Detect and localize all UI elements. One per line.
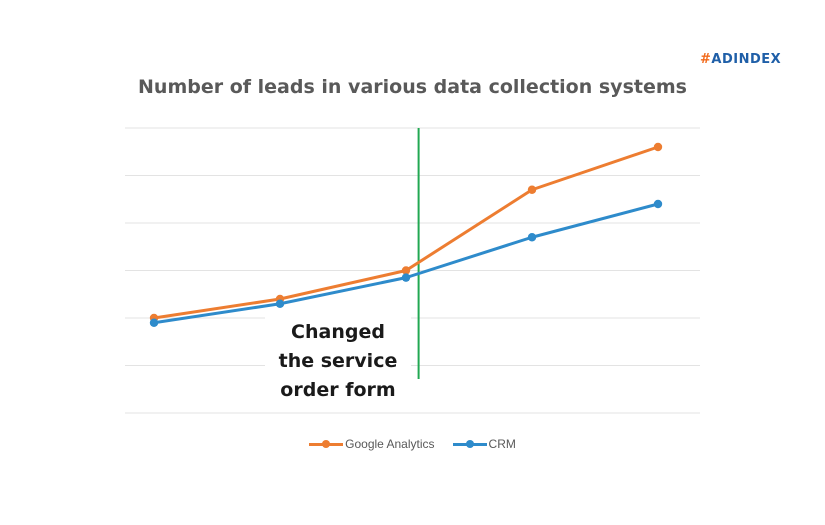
data-point-google-analytics (653, 142, 663, 152)
data-point-crm (401, 273, 411, 282)
series-group (149, 142, 663, 327)
annotation-box: Changed the service order form (265, 316, 411, 411)
legend-item-crm: CRM (452, 437, 516, 451)
chart-title: Number of leads in various data collecti… (0, 76, 825, 98)
legend-swatch-crm (452, 438, 487, 450)
gridlines (125, 127, 700, 414)
data-point-crm (653, 199, 663, 209)
annotation-line-3: order form (280, 379, 396, 401)
legend-item-google-analytics: Google Analytics (309, 437, 435, 451)
legend-label-google-analytics: Google Analytics (345, 437, 435, 451)
data-point-crm (149, 318, 159, 327)
brand-wordmark: ADINDEX (711, 52, 782, 67)
chart-title-text: Number of leads in various data collecti… (138, 76, 687, 98)
data-point-google-analytics (401, 266, 411, 275)
data-point-crm (275, 299, 285, 308)
data-point-google-analytics (527, 185, 537, 194)
legend-label-crm: CRM (488, 437, 516, 451)
series-line-crm (153, 202, 659, 325)
brand-hash: # (700, 52, 712, 67)
legend-swatch-google-analytics (309, 438, 344, 450)
data-point-crm (527, 233, 537, 242)
legend: Google Analytics CRM (0, 437, 825, 451)
brand-logo: #ADINDEX (700, 52, 781, 67)
series-line-google-analytics (153, 145, 659, 320)
annotation-line-1: Changed (291, 321, 385, 343)
annotation-line-2: the service (278, 350, 398, 372)
